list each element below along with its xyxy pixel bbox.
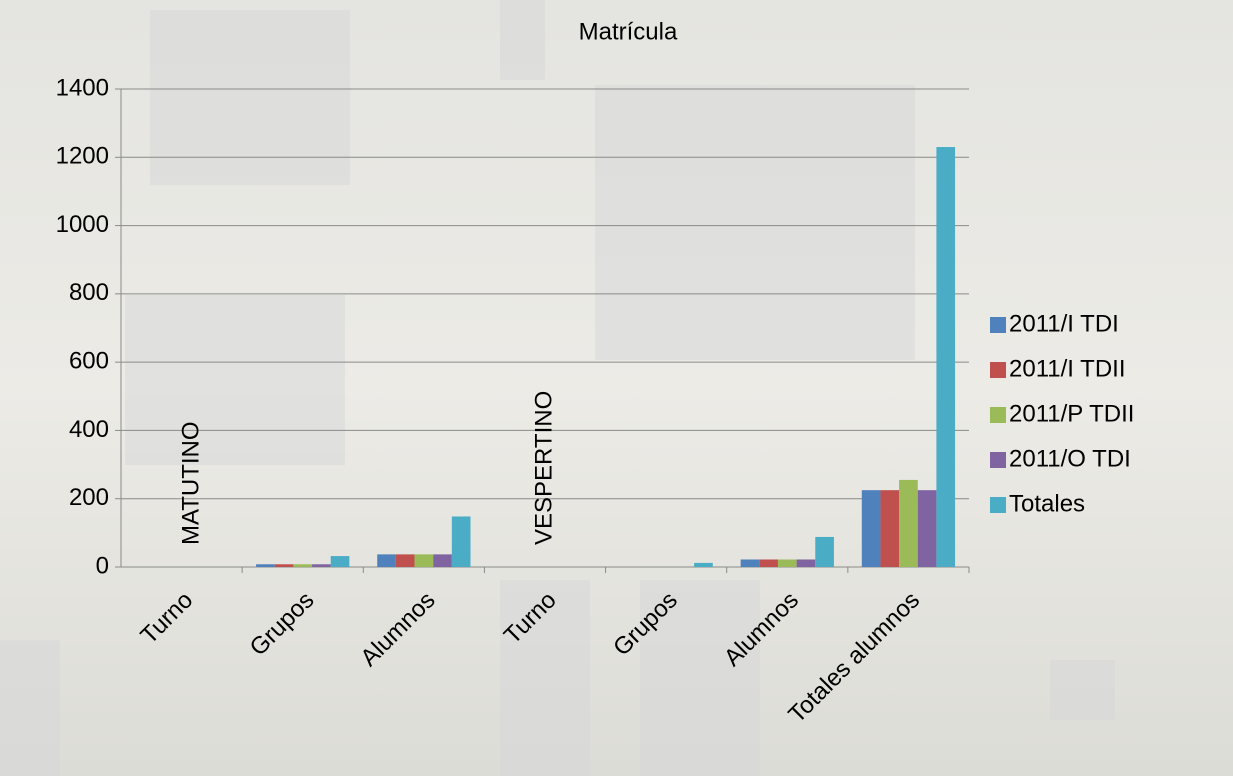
annotation: VESPERTINO	[530, 391, 557, 545]
bar	[740, 559, 760, 567]
x-tick-label: Grupos	[245, 587, 320, 662]
x-tick-label: Turno	[135, 587, 198, 650]
bar	[694, 562, 713, 567]
bar	[433, 554, 452, 567]
bar	[256, 564, 275, 567]
y-tick-label: 1400	[56, 74, 109, 101]
bar	[293, 564, 313, 567]
chart-title: Matrícula	[579, 18, 678, 45]
y-tick-label: 200	[69, 484, 109, 511]
bar	[936, 147, 956, 568]
legend-swatch	[990, 362, 1006, 378]
bar	[861, 490, 881, 567]
y-tick-label: 600	[69, 347, 109, 374]
bar	[274, 564, 294, 567]
bar	[377, 554, 396, 567]
bar	[777, 559, 797, 567]
legend-label: 2011/P TDII	[1009, 400, 1134, 427]
bar	[899, 479, 918, 567]
y-tick-label: 1200	[56, 143, 109, 170]
background-photo	[0, 0, 1115, 776]
bar	[917, 490, 937, 567]
legend-label: 2011/I TDII	[1009, 355, 1126, 382]
legend-label: 2011/O TDI	[1009, 445, 1131, 472]
x-tick-label: Totales alumnos	[783, 587, 925, 729]
bar	[414, 554, 434, 567]
bar	[330, 556, 350, 567]
legend-swatch	[990, 452, 1006, 468]
bar	[815, 536, 834, 567]
bar	[759, 559, 778, 567]
y-tick-label: 800	[69, 279, 109, 306]
legend-swatch	[990, 407, 1006, 423]
legend-label: 2011/I TDI	[1009, 310, 1119, 337]
y-tick-label: 400	[69, 416, 109, 443]
legend-swatch	[990, 497, 1006, 513]
legend-label: Totales	[1009, 490, 1085, 517]
legend-swatch	[990, 317, 1006, 333]
bar	[451, 516, 471, 567]
bar	[312, 564, 331, 567]
bar	[395, 554, 415, 567]
annotation: MATUTINO	[177, 421, 204, 545]
y-tick-label: 0	[96, 552, 109, 579]
bar	[796, 559, 816, 567]
x-tick-label: Alumnos	[355, 587, 440, 672]
bar	[880, 490, 900, 567]
y-tick-label: 1000	[56, 211, 109, 238]
